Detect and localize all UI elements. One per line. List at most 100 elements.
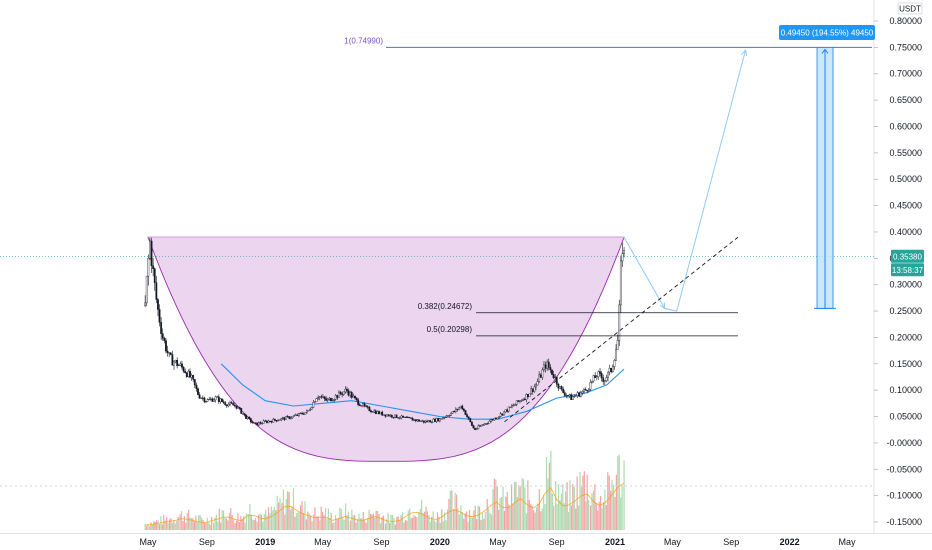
volume-bar	[356, 518, 359, 530]
candle-body	[478, 425, 481, 427]
volume-bar	[150, 522, 152, 530]
volume-bar	[600, 496, 602, 530]
volume-bar	[153, 521, 155, 530]
candle-body	[251, 421, 254, 424]
candle-body	[225, 404, 228, 407]
candle-body	[371, 411, 374, 413]
volume-bar	[352, 515, 354, 530]
candle-body	[163, 337, 166, 341]
x-tick-label: Sep	[723, 537, 739, 547]
candle-body	[470, 421, 473, 426]
candle-body	[496, 417, 499, 420]
countdown-box	[891, 263, 924, 277]
y-tick-label: 0.80000	[889, 16, 922, 26]
candle-body	[187, 370, 190, 377]
candle-body	[149, 240, 151, 259]
volume-bar	[439, 522, 441, 530]
candle-body	[179, 363, 182, 366]
volume-bar	[441, 509, 443, 530]
time-axis[interactable]: May Sep 2019 May Sep 2020 May Sep 2021 May Sep 2022…	[139, 537, 856, 547]
volume-bar	[327, 508, 329, 530]
candle-body	[430, 421, 433, 423]
volume-bar	[461, 511, 463, 530]
candle-body	[466, 414, 468, 417]
candle-body	[599, 371, 601, 374]
volume-bar	[518, 485, 520, 530]
volume-bar	[267, 507, 270, 530]
candle-body	[259, 422, 262, 424]
candle-body	[482, 424, 484, 426]
volume-bar	[575, 508, 577, 530]
candle-body	[294, 414, 297, 416]
candle-body	[472, 425, 475, 429]
candle-body	[611, 366, 614, 372]
volume-bar	[495, 479, 497, 530]
target-label: 1(0.74990)	[344, 36, 383, 45]
volume-bar	[320, 506, 322, 530]
candle-body	[533, 386, 536, 392]
volume-bar	[252, 519, 254, 530]
volume-bar	[413, 515, 415, 530]
volume-average-line	[145, 482, 625, 526]
candle-body	[333, 399, 336, 401]
candle-body	[286, 416, 289, 418]
volume-bar	[365, 522, 367, 530]
volume-bar	[419, 509, 421, 530]
volume-bar	[545, 457, 548, 530]
volume-bar	[154, 522, 156, 530]
volume-bar	[406, 520, 408, 530]
volume-bar	[588, 500, 590, 530]
y-tick-label: 0.40000	[889, 227, 922, 237]
candle-body	[469, 418, 472, 423]
candle-body	[490, 419, 493, 422]
candle-body	[181, 363, 183, 368]
candle-body	[352, 395, 355, 398]
candle-body	[157, 299, 159, 310]
volume-bar	[411, 517, 414, 530]
volume-bar	[278, 502, 280, 530]
volume-bar	[466, 511, 468, 530]
currency-box[interactable]	[897, 2, 923, 15]
candle-body	[272, 418, 275, 423]
volume-bar	[503, 510, 506, 530]
x-tick-label: 2022	[780, 537, 800, 547]
volume-bar	[206, 517, 208, 530]
volume-bar	[426, 511, 429, 530]
candle-body	[499, 413, 502, 417]
candle-body	[456, 408, 459, 410]
candle-body	[360, 405, 363, 407]
candle-body	[549, 367, 552, 371]
y-tick-label: -0.10000	[886, 491, 922, 501]
candle-body	[623, 250, 625, 254]
volume-bar	[516, 496, 518, 530]
volume-bar	[326, 518, 328, 530]
volume-bar	[442, 521, 444, 530]
x-tick-label: May	[838, 537, 856, 547]
candle-body	[173, 361, 175, 366]
candle-body	[527, 394, 529, 398]
y-tick-label: 0.25000	[889, 306, 922, 316]
volume-bar	[438, 516, 440, 530]
candle-body	[538, 374, 541, 382]
candle-body	[424, 420, 427, 423]
volume-bar	[488, 508, 490, 530]
volume-bar	[369, 513, 372, 530]
volume-bar	[230, 508, 232, 530]
candle-body	[289, 417, 292, 419]
volume-bar	[414, 516, 417, 530]
candle-body	[230, 402, 233, 404]
candle-body	[152, 265, 155, 269]
candle-body	[547, 361, 550, 368]
candle-body	[536, 381, 539, 386]
candle-body	[224, 402, 227, 406]
measure-arrow	[821, 48, 829, 54]
candle-body	[567, 395, 569, 397]
volume-bar	[409, 508, 411, 530]
candle-body	[462, 408, 465, 411]
volume-bar	[473, 510, 475, 530]
volume-bar	[617, 455, 619, 530]
y-tick-label: 0.55000	[889, 148, 922, 158]
candle-body	[568, 394, 571, 397]
volume-bar	[534, 512, 536, 530]
